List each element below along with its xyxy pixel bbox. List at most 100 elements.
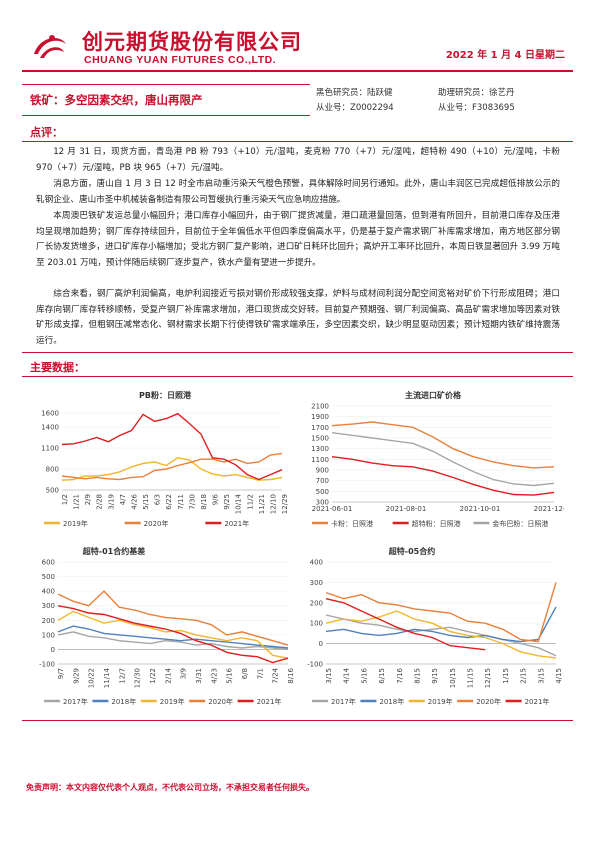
y-tick-label: 200 [42,617,55,625]
y-tick-label: 300 [310,579,323,587]
x-tick-label: 8/16 [287,667,295,683]
commentary-paragraph-2: 消息方面，唐山自 1 月 3 日 12 时全市启动重污染天气橙色预警，具体解除时… [36,179,560,205]
y-tick-label: 500 [316,488,329,496]
y-tick-label: 500 [42,573,55,581]
x-tick-label: 2021-12-01 [534,505,564,513]
x-tick-label: 1/22 [149,668,157,684]
y-tick-label: 0 [51,646,55,654]
legend-label: 2021年 [525,697,550,706]
x-tick-label: 9/25 [223,494,231,510]
y-tick-label: 200 [310,599,323,607]
x-tick-label: 12/30 [134,668,142,688]
commentary-paragraph-1: 12 月 31 日，现货方面，青岛港 PB 粉 793（+10）元/湿吨，麦克粉… [36,147,560,173]
legend-label: 2017年 [331,697,356,706]
series-line-4 [57,605,289,664]
report-date: 2022 年 1 月 4 日星期二 [445,50,565,61]
x-tick-label: 6/15 [378,668,386,684]
x-tick-label: 3/31 [195,668,203,684]
y-tick-label: 1300 [311,445,329,453]
y-tick-label: 1700 [311,424,329,432]
y-tick-label: 100 [42,631,55,639]
x-tick-label: 5/15 [142,494,150,510]
x-tick-label: 4/14 [343,667,351,683]
x-tick-label: 1/2 [61,494,69,505]
analyst-name: 黑色研究员：陆跃健 [316,88,393,98]
series-line-0 [325,614,557,657]
x-tick-label: 2021-10-01 [460,505,501,513]
x-tick-label: 10/22 [88,668,96,688]
x-tick-label: 6/8 [241,668,249,679]
x-tick-label: 5/16 [360,667,368,683]
x-tick-label: 9/7 [57,668,65,679]
commentary-heading: 点评： [30,126,63,139]
y-tick-label: 1400 [41,424,59,432]
data-divider [22,376,573,377]
x-tick-label: 2/28 [96,494,104,510]
x-tick-label: 11/15 [467,668,475,688]
x-tick-label: 12/7 [118,668,126,684]
x-tick-label: 10/14 [235,493,243,514]
legend-label: 2017年 [63,697,88,706]
y-tick-label: 700 [316,477,329,485]
chart-import-ore-prices: 主流进口矿价格 300 500 700 900 1100 1300 1500 1700 1900 2… [302,384,564,532]
disclaimer: 免责声明：本文内容仅代表个人观点，不代表公司立场，不承担交易者任何损失。 [26,783,314,792]
x-tick-label: 11/14 [103,667,111,688]
x-tick-label: 5/16 [226,667,234,683]
company-name-cn: 创元期货股份有限公司 [82,30,302,54]
analyst-id: 从业号：Z0002294 [316,103,394,113]
x-tick-label: 6/22 [165,494,173,510]
chart-super-special-01-basis: 超特-01合约基差 -100 0 100 200 300 400 500 600 9/7 9/29 1… [34,540,296,710]
y-tick-label: 2100 [311,403,329,411]
series-line-1 [331,456,555,496]
x-tick-label: 7/11 [177,494,185,510]
x-tick-label: 2/9 [84,494,92,505]
series-line-4 [325,598,486,651]
y-tick-label: 1100 [41,445,59,453]
y-tick-label: 800 [46,466,59,474]
y-tick-label: 300 [316,499,329,507]
y-tick-label: 400 [310,559,323,567]
series-line-3 [57,590,289,646]
legend-label: 2018年 [111,697,136,706]
report-title: 铁矿：多空因素交织，唐山再限产 [30,93,203,107]
x-tick-label: 7/1 [256,668,264,679]
assistant-name: 助理研究员：徐艺丹 [438,88,515,98]
y-tick-label: -100 [39,661,55,669]
series-line-2 [331,432,555,487]
x-tick-label: 7/16 [396,667,404,683]
x-tick-label: 2021-08-01 [386,505,427,513]
y-tick-label: 400 [42,588,55,596]
x-tick-label: 7/24 [272,667,280,683]
x-tick-label: 3/15 [325,668,333,684]
series-line-0 [57,631,289,651]
x-tick-label: 9/15 [431,668,439,684]
y-tick-label: 0 [319,640,323,648]
x-tick-label: 12/15 [484,668,492,688]
title-box [22,84,310,116]
series-line-0 [61,457,283,481]
y-tick-label: 1900 [311,413,329,421]
x-tick-label: 10/15 [449,668,457,688]
x-tick-label: 9/29 [72,668,80,684]
series-line-2 [61,412,283,481]
y-tick-label: 900 [316,467,329,475]
series-line-1 [325,606,557,643]
legend-label: 2019年 [428,697,453,706]
series-line-3 [325,582,557,643]
commentary-paragraph-3: 本周澳巴铁矿发运总量小幅回升；港口库存小幅回升，由于钢厂提货减量，港口疏港量回落… [36,211,560,268]
legend-label: 2020年 [144,519,169,528]
data-top-divider [22,352,573,353]
x-tick-label: 12/29 [281,494,289,514]
data-heading: 主要数据： [30,361,85,374]
chart-super-special-05: 超特-05合约 -100 0 100 200 300 400 3/15 4/14 5/16 6/15… [302,540,564,710]
series-line-2 [325,610,557,659]
x-tick-label: 8/15 [413,668,421,684]
y-tick-label: 1100 [311,456,329,464]
x-tick-label: 7/30 [188,494,196,510]
x-tick-label: 3/19 [107,494,115,510]
y-tick-label: 1500 [311,435,329,443]
y-tick-label: 500 [46,487,59,495]
legend-label: 超特粉：日照港 [412,519,461,528]
company-logo-icon [34,35,66,58]
company-name-en: CHUANG YUAN FUTURES CO.,LTD. [84,54,277,66]
